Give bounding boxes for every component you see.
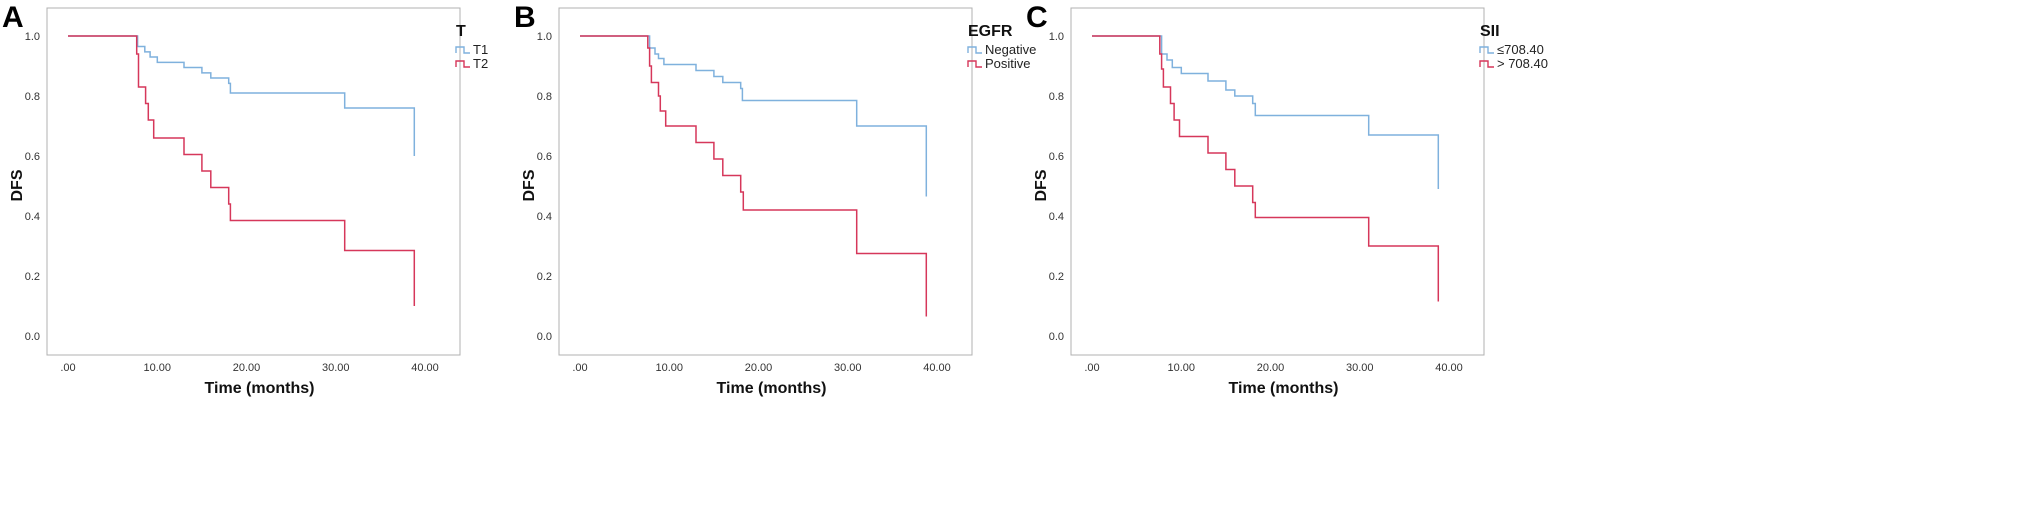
x-tick-label: .00 xyxy=(572,362,587,374)
y-tick-label: 0.2 xyxy=(25,271,40,283)
panel-label-c: C xyxy=(1026,1,1048,34)
y-tick-label: 1.0 xyxy=(537,31,552,43)
x-tick-label: 20.00 xyxy=(1257,362,1285,374)
panel-b: B 0.0 0.2 0.4 0.6 0.8 1.0 .00 10.00 20.00 30.00 40.… xyxy=(512,0,1186,511)
y-tick-label: 0.0 xyxy=(1049,331,1064,343)
x-tick-label: 20.00 xyxy=(233,362,261,374)
survival-curve-red xyxy=(1092,35,1440,302)
survival-curve-red xyxy=(580,35,928,317)
x-tick-label: .00 xyxy=(60,362,75,374)
legend-title: T xyxy=(456,23,466,40)
y-tick-label: 0.0 xyxy=(537,331,552,343)
y-axis-title: DFS xyxy=(521,169,538,201)
y-tick-label: 0.2 xyxy=(1049,271,1064,283)
x-tick-label: 10.00 xyxy=(1167,362,1195,374)
legend-entry-label: T2 xyxy=(473,56,488,71)
km-chart-c: C 0.0 0.2 0.4 0.6 0.8 1.0 .00 10.00 20.00 30.00 40.… xyxy=(1026,1,1548,397)
survival-curve-red xyxy=(68,35,416,306)
survival-curve-blue xyxy=(1092,35,1440,189)
panel-c: C 0.0 0.2 0.4 0.6 0.8 1.0 .00 10.00 20.00 30.00 40.… xyxy=(1024,0,1698,511)
legend-swatch xyxy=(967,46,982,54)
x-tick-label: 40.00 xyxy=(1435,362,1463,374)
x-tick-label: 40.00 xyxy=(923,362,951,374)
y-tick-label: 0.6 xyxy=(25,151,40,163)
x-tick-label: 10.00 xyxy=(143,362,171,374)
km-chart-a: A 0.0 0.2 0.4 0.6 0.8 1.0 .00 10.00 20.00 30.00 40.… xyxy=(2,1,488,397)
y-axis-title: DFS xyxy=(9,169,26,201)
legend-title: SII xyxy=(1480,23,1500,40)
x-tick-label: .00 xyxy=(1084,362,1099,374)
x-axis-title: Time (months) xyxy=(205,380,315,397)
plot-frame-a xyxy=(46,7,461,356)
x-tick-label: 20.00 xyxy=(745,362,773,374)
x-tick-label: 30.00 xyxy=(1346,362,1374,374)
y-tick-label: 1.0 xyxy=(1049,31,1064,43)
legend-entry-label: Negative xyxy=(985,42,1036,57)
legend-swatch xyxy=(455,46,470,54)
y-tick-label: 0.2 xyxy=(537,271,552,283)
x-tick-label: 10.00 xyxy=(655,362,683,374)
legend-swatch xyxy=(967,60,982,68)
legend-entry-label: ≤708.40 xyxy=(1497,42,1544,57)
x-axis-title: Time (months) xyxy=(717,380,827,397)
legend-entry-label: > 708.40 xyxy=(1497,56,1548,71)
y-tick-label: 0.8 xyxy=(537,91,552,103)
panel-a: A 0.0 0.2 0.4 0.6 0.8 1.0 .00 10.00 20.00 30.00 40.… xyxy=(0,0,674,511)
y-axis-title: DFS xyxy=(1033,169,1050,201)
y-tick-label: 0.8 xyxy=(1049,91,1064,103)
y-tick-label: 0.6 xyxy=(1049,151,1064,163)
km-chart-b: B 0.0 0.2 0.4 0.6 0.8 1.0 .00 10.00 20.00 30.00 40.… xyxy=(514,1,1036,397)
x-axis-title: Time (months) xyxy=(1229,380,1339,397)
legend-entry-label: Positive xyxy=(985,56,1031,71)
survival-curve-blue xyxy=(580,35,928,197)
y-tick-label: 0.8 xyxy=(25,91,40,103)
y-tick-label: 1.0 xyxy=(25,31,40,43)
y-tick-label: 0.4 xyxy=(1049,211,1064,223)
x-tick-label: 30.00 xyxy=(834,362,862,374)
legend-title: EGFR xyxy=(968,23,1013,40)
legend-entry-label: T1 xyxy=(473,42,488,57)
legend-swatch xyxy=(455,60,470,68)
y-tick-label: 0.0 xyxy=(25,331,40,343)
x-tick-label: 40.00 xyxy=(411,362,439,374)
legend-swatch xyxy=(1479,60,1494,68)
y-tick-label: 0.4 xyxy=(25,211,40,223)
legend-swatch xyxy=(1479,46,1494,54)
panel-label-b: B xyxy=(514,1,536,34)
y-tick-label: 0.6 xyxy=(537,151,552,163)
plot-frame-c xyxy=(1070,7,1485,356)
survival-curve-blue xyxy=(68,35,416,156)
panel-label-a: A xyxy=(2,1,24,34)
y-tick-label: 0.4 xyxy=(537,211,552,223)
x-tick-label: 30.00 xyxy=(322,362,350,374)
plot-frame-b xyxy=(558,7,973,356)
